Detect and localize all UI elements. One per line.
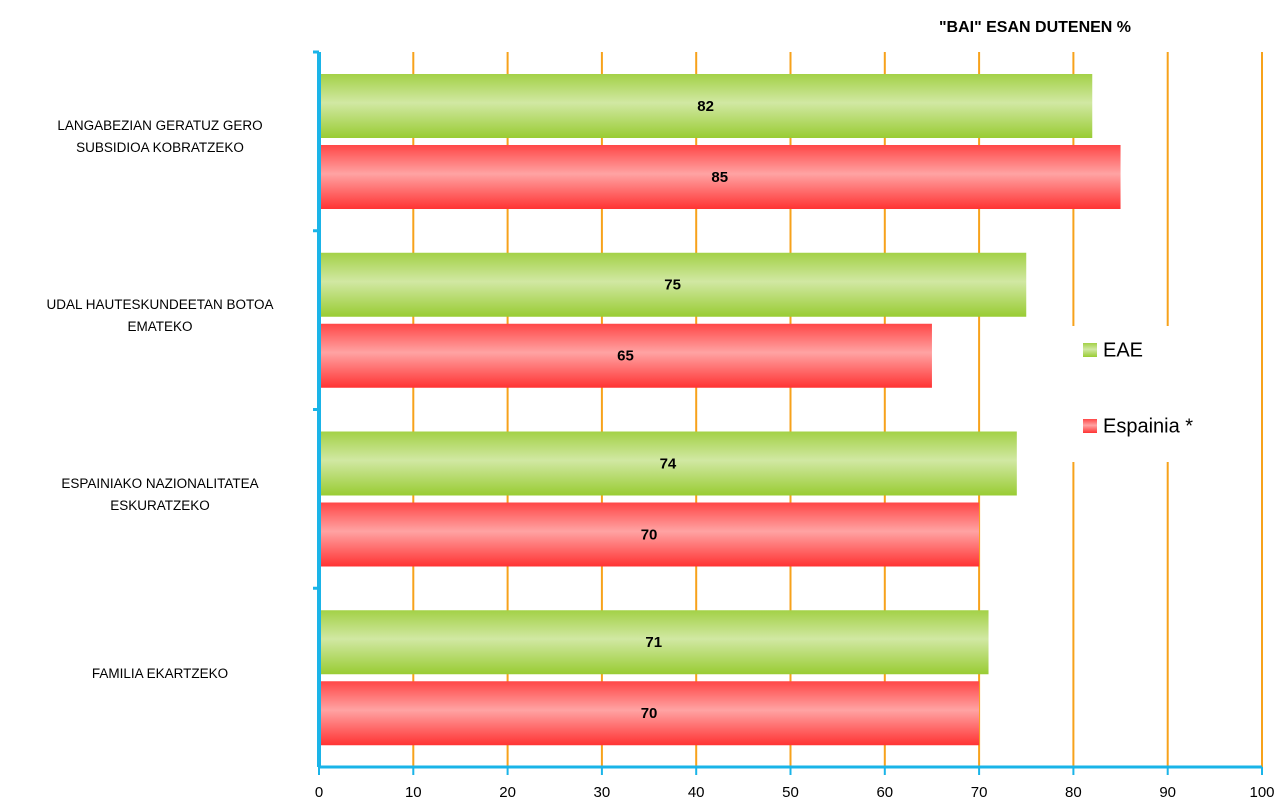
- y-tick-label: UDAL HAUTESKUNDEETAN BOTOA EMATEKO: [46, 297, 274, 335]
- x-tick-label: 20: [499, 784, 516, 801]
- x-tick-label: 60: [876, 784, 893, 801]
- bar: [319, 145, 1121, 209]
- data-label: 75: [664, 277, 681, 294]
- data-label: 70: [641, 526, 658, 543]
- legend-label: Espainia *: [1103, 415, 1193, 437]
- data-label: 71: [645, 634, 662, 651]
- x-tick-label: 40: [688, 784, 705, 801]
- bar: [319, 74, 1093, 138]
- data-label: 70: [641, 705, 658, 722]
- x-tick-label: 30: [594, 784, 611, 801]
- bar: [319, 431, 1017, 496]
- data-label: 74: [660, 455, 677, 472]
- data-label: 85: [711, 169, 728, 186]
- legend-label: EAE: [1103, 339, 1143, 361]
- chart-title: "BAI" ESAN DUTENEN %: [939, 19, 1131, 36]
- x-tick-label: 50: [782, 784, 799, 801]
- legend-swatch: [1083, 419, 1097, 433]
- data-label: 65: [617, 348, 634, 365]
- x-tick-label: 90: [1159, 784, 1176, 801]
- y-tick-label: FAMILIA EKARTZEKO: [91, 665, 229, 681]
- bar: [319, 502, 980, 567]
- bar: [319, 252, 1027, 317]
- y-tick-label: ESPAINIAKO NAZIONALITATEA ESKURATZEKO: [61, 475, 259, 513]
- x-tick-label: 70: [971, 784, 988, 801]
- x-tick-label: 0: [315, 784, 323, 801]
- bar: [319, 681, 980, 746]
- y-tick-label: LANGABEZIAN GERATUZ GERO SUBSIDIOA KOBRA…: [57, 118, 263, 156]
- bar: [319, 323, 932, 388]
- x-tick-label: 10: [405, 784, 422, 801]
- x-tick-label: 100: [1249, 784, 1274, 801]
- x-tick-label: 80: [1065, 784, 1082, 801]
- bar: [319, 610, 989, 675]
- data-label: 82: [697, 98, 714, 115]
- legend-swatch: [1083, 343, 1097, 357]
